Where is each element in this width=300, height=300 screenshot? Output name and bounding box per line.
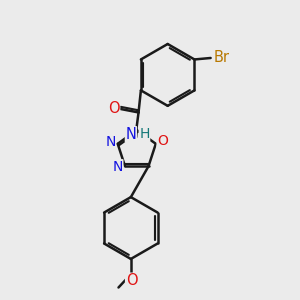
Text: N: N: [125, 127, 136, 142]
Text: O: O: [126, 273, 137, 288]
Text: N: N: [105, 135, 116, 149]
Text: H: H: [139, 127, 150, 141]
Text: O: O: [108, 101, 120, 116]
Text: O: O: [157, 134, 168, 148]
Text: Br: Br: [214, 50, 230, 65]
Text: N: N: [112, 160, 123, 174]
